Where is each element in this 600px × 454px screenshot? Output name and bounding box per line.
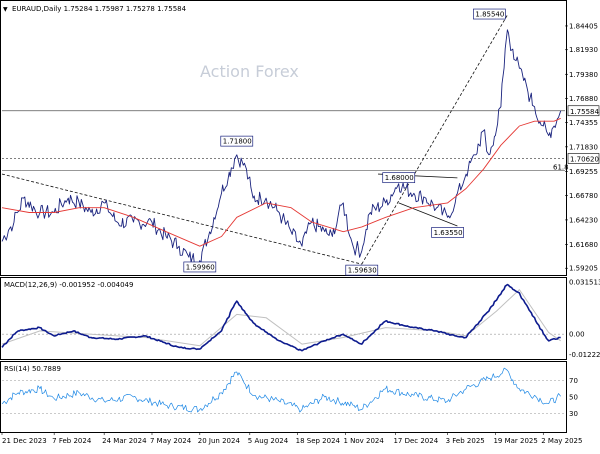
price-annotation-box xyxy=(345,264,379,276)
x-tick-label: 24 Mar 2024 xyxy=(102,437,147,445)
level-box xyxy=(567,105,600,117)
y-tick-label: 1.81930 xyxy=(569,46,598,54)
rsi-tick-label: 50 xyxy=(569,394,578,402)
price-annotation: 1.63550 xyxy=(434,229,463,237)
x-tick-label: 5 Aug 2024 xyxy=(248,437,289,445)
price-annotation: 1.59960 xyxy=(186,263,215,271)
y-tick-label: 1.74355 xyxy=(569,119,598,127)
trendline xyxy=(361,14,508,265)
price-panel-frame xyxy=(0,0,567,276)
moving-average-series xyxy=(1,117,561,247)
y-tick-label: 1.61680 xyxy=(569,241,598,249)
label-layer: 1.70620 1.75584 61.8 1.85540 1.71800 1.68000 1… xyxy=(183,8,600,276)
macd-panel-frame xyxy=(0,277,567,360)
price-annotation-box xyxy=(382,172,416,184)
macd-signal-series xyxy=(1,289,561,347)
trendline xyxy=(1,173,362,265)
price-annotation: 1.68000 xyxy=(385,174,414,182)
y-tick-label: 1.71830 xyxy=(569,143,598,151)
y-tick-label: 1.76880 xyxy=(569,95,598,103)
x-tick-label: 17 Dec 2024 xyxy=(393,437,438,445)
fib-label: 61.8 xyxy=(553,164,569,172)
macd-tick-label: 0.031513 xyxy=(569,279,600,287)
x-tick-label: 7 May 2024 xyxy=(150,437,192,445)
x-tick-label: 3 Feb 2025 xyxy=(446,437,485,445)
level-label: 1.75584 xyxy=(570,108,599,116)
macd-title: MACD(12,26,9) -0.001952 -0.004049 xyxy=(4,281,133,289)
macd-tick-label: -0.012223 xyxy=(569,351,600,359)
y-tick-label: 1.84405 xyxy=(569,22,598,30)
price-series xyxy=(1,29,562,268)
rsi-panel-frame xyxy=(0,361,567,433)
x-tick-label: 18 Sep 2024 xyxy=(296,437,341,445)
y-tick-label: 1.69255 xyxy=(569,168,598,176)
rsi-series xyxy=(1,367,561,413)
symbol-line: EURAUD,Daily 1.75284 1.75987 1.75278 1.7… xyxy=(12,5,187,13)
x-tick-label: 1 Nov 2024 xyxy=(343,437,384,445)
price-annotation: 1.71800 xyxy=(223,138,252,146)
y-tick-label: 1.79380 xyxy=(569,71,598,79)
trendline xyxy=(398,202,458,227)
rsi-tick-label: 30 xyxy=(569,410,578,418)
macd-tick-label: 0.00 xyxy=(569,331,585,339)
y-tick-label: 1.64230 xyxy=(569,216,598,224)
y-tick-label: 1.59205 xyxy=(569,265,598,273)
price-annotation-box xyxy=(473,8,506,20)
price-annotation-box xyxy=(183,261,217,273)
line-layer xyxy=(1,14,565,414)
x-tick-label: 21 Dec 2023 xyxy=(2,437,47,445)
price-annotation: 1.85540 xyxy=(475,11,504,19)
toggle-icon[interactable]: ▼ xyxy=(3,6,8,13)
price-annotation-box xyxy=(220,135,254,147)
x-tick-label: 7 Feb 2024 xyxy=(52,437,92,445)
series-layer xyxy=(1,29,562,413)
x-tick-label: 19 Mar 2025 xyxy=(493,437,537,445)
level-label: 1.70620 xyxy=(570,155,599,163)
x-tick-label: 2 May 2025 xyxy=(541,437,582,445)
axis-layer: 1.84405 1.81930 1.79380 1.76880 1.74355 1.718… xyxy=(1,22,600,445)
rsi-tick-label: 70 xyxy=(569,377,578,385)
x-tick-label: 20 Jun 2024 xyxy=(198,437,241,445)
watermark: Action Forex xyxy=(200,62,299,81)
macd-series xyxy=(1,283,561,352)
rsi-title: RSI(14) 50.7889 xyxy=(4,365,61,373)
price-annotation-box xyxy=(431,227,464,238)
level-box xyxy=(567,153,600,164)
price-annotation: 1.59630 xyxy=(348,267,377,275)
y-tick-label: 1.66780 xyxy=(569,192,598,200)
